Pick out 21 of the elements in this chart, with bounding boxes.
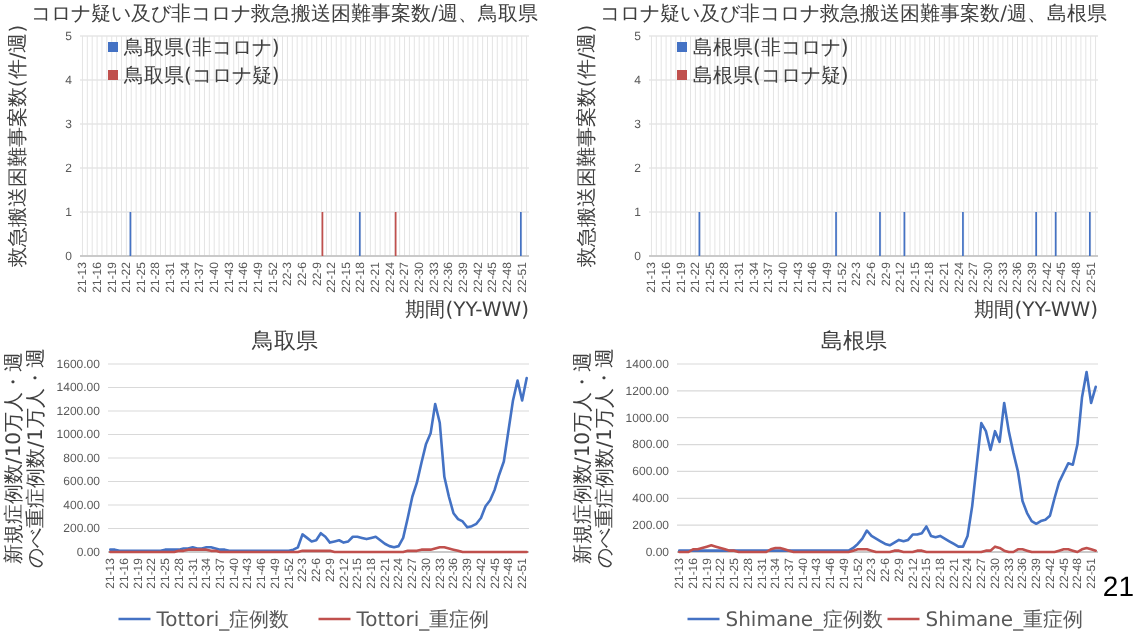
- legend-label: Tottori_重症例: [354, 608, 490, 632]
- y-axis-title: 新規症例数/10万人・週のべ重症例数/1万人・週: [571, 348, 617, 568]
- y-axis-title: 新規症例数/10万人・週のべ重症例数/1万人・週: [2, 348, 48, 568]
- legend-label: 鳥取県(コロナ疑): [122, 64, 280, 88]
- x-axis-title: 期間(YY-WW): [974, 298, 1099, 322]
- legend-label: Tottori_症例数: [154, 608, 290, 632]
- text: 21: [1102, 570, 1135, 602]
- legend-label: 鳥取県(非コロナ): [122, 36, 280, 60]
- line-series: [108, 376, 529, 553]
- chart-title: 島根県: [820, 328, 887, 354]
- y-axis-title: 救急搬送困難事案数(件/週): [575, 24, 599, 270]
- line-series: [677, 370, 1098, 552]
- legend-label: Shimane_重症例: [925, 608, 1084, 632]
- legend-label: 島根県(コロナ疑): [693, 64, 849, 88]
- chart-title: 鳥取県: [249, 328, 318, 354]
- legend-label: Shimane_症例数: [725, 608, 884, 632]
- y-axis-title: 救急搬送困難事案数(件/週): [6, 24, 30, 270]
- legend-label: 島根県(非コロナ): [693, 36, 849, 60]
- x-axis-title: 期間(YY-WW): [405, 298, 530, 322]
- chart-title: コロナ疑い及び非コロナ救急搬送困難事案数/週、鳥取県: [31, 2, 538, 26]
- chart-title: コロナ疑い及び非コロナ救急搬送困難事案数/週、島根県: [600, 2, 1107, 26]
